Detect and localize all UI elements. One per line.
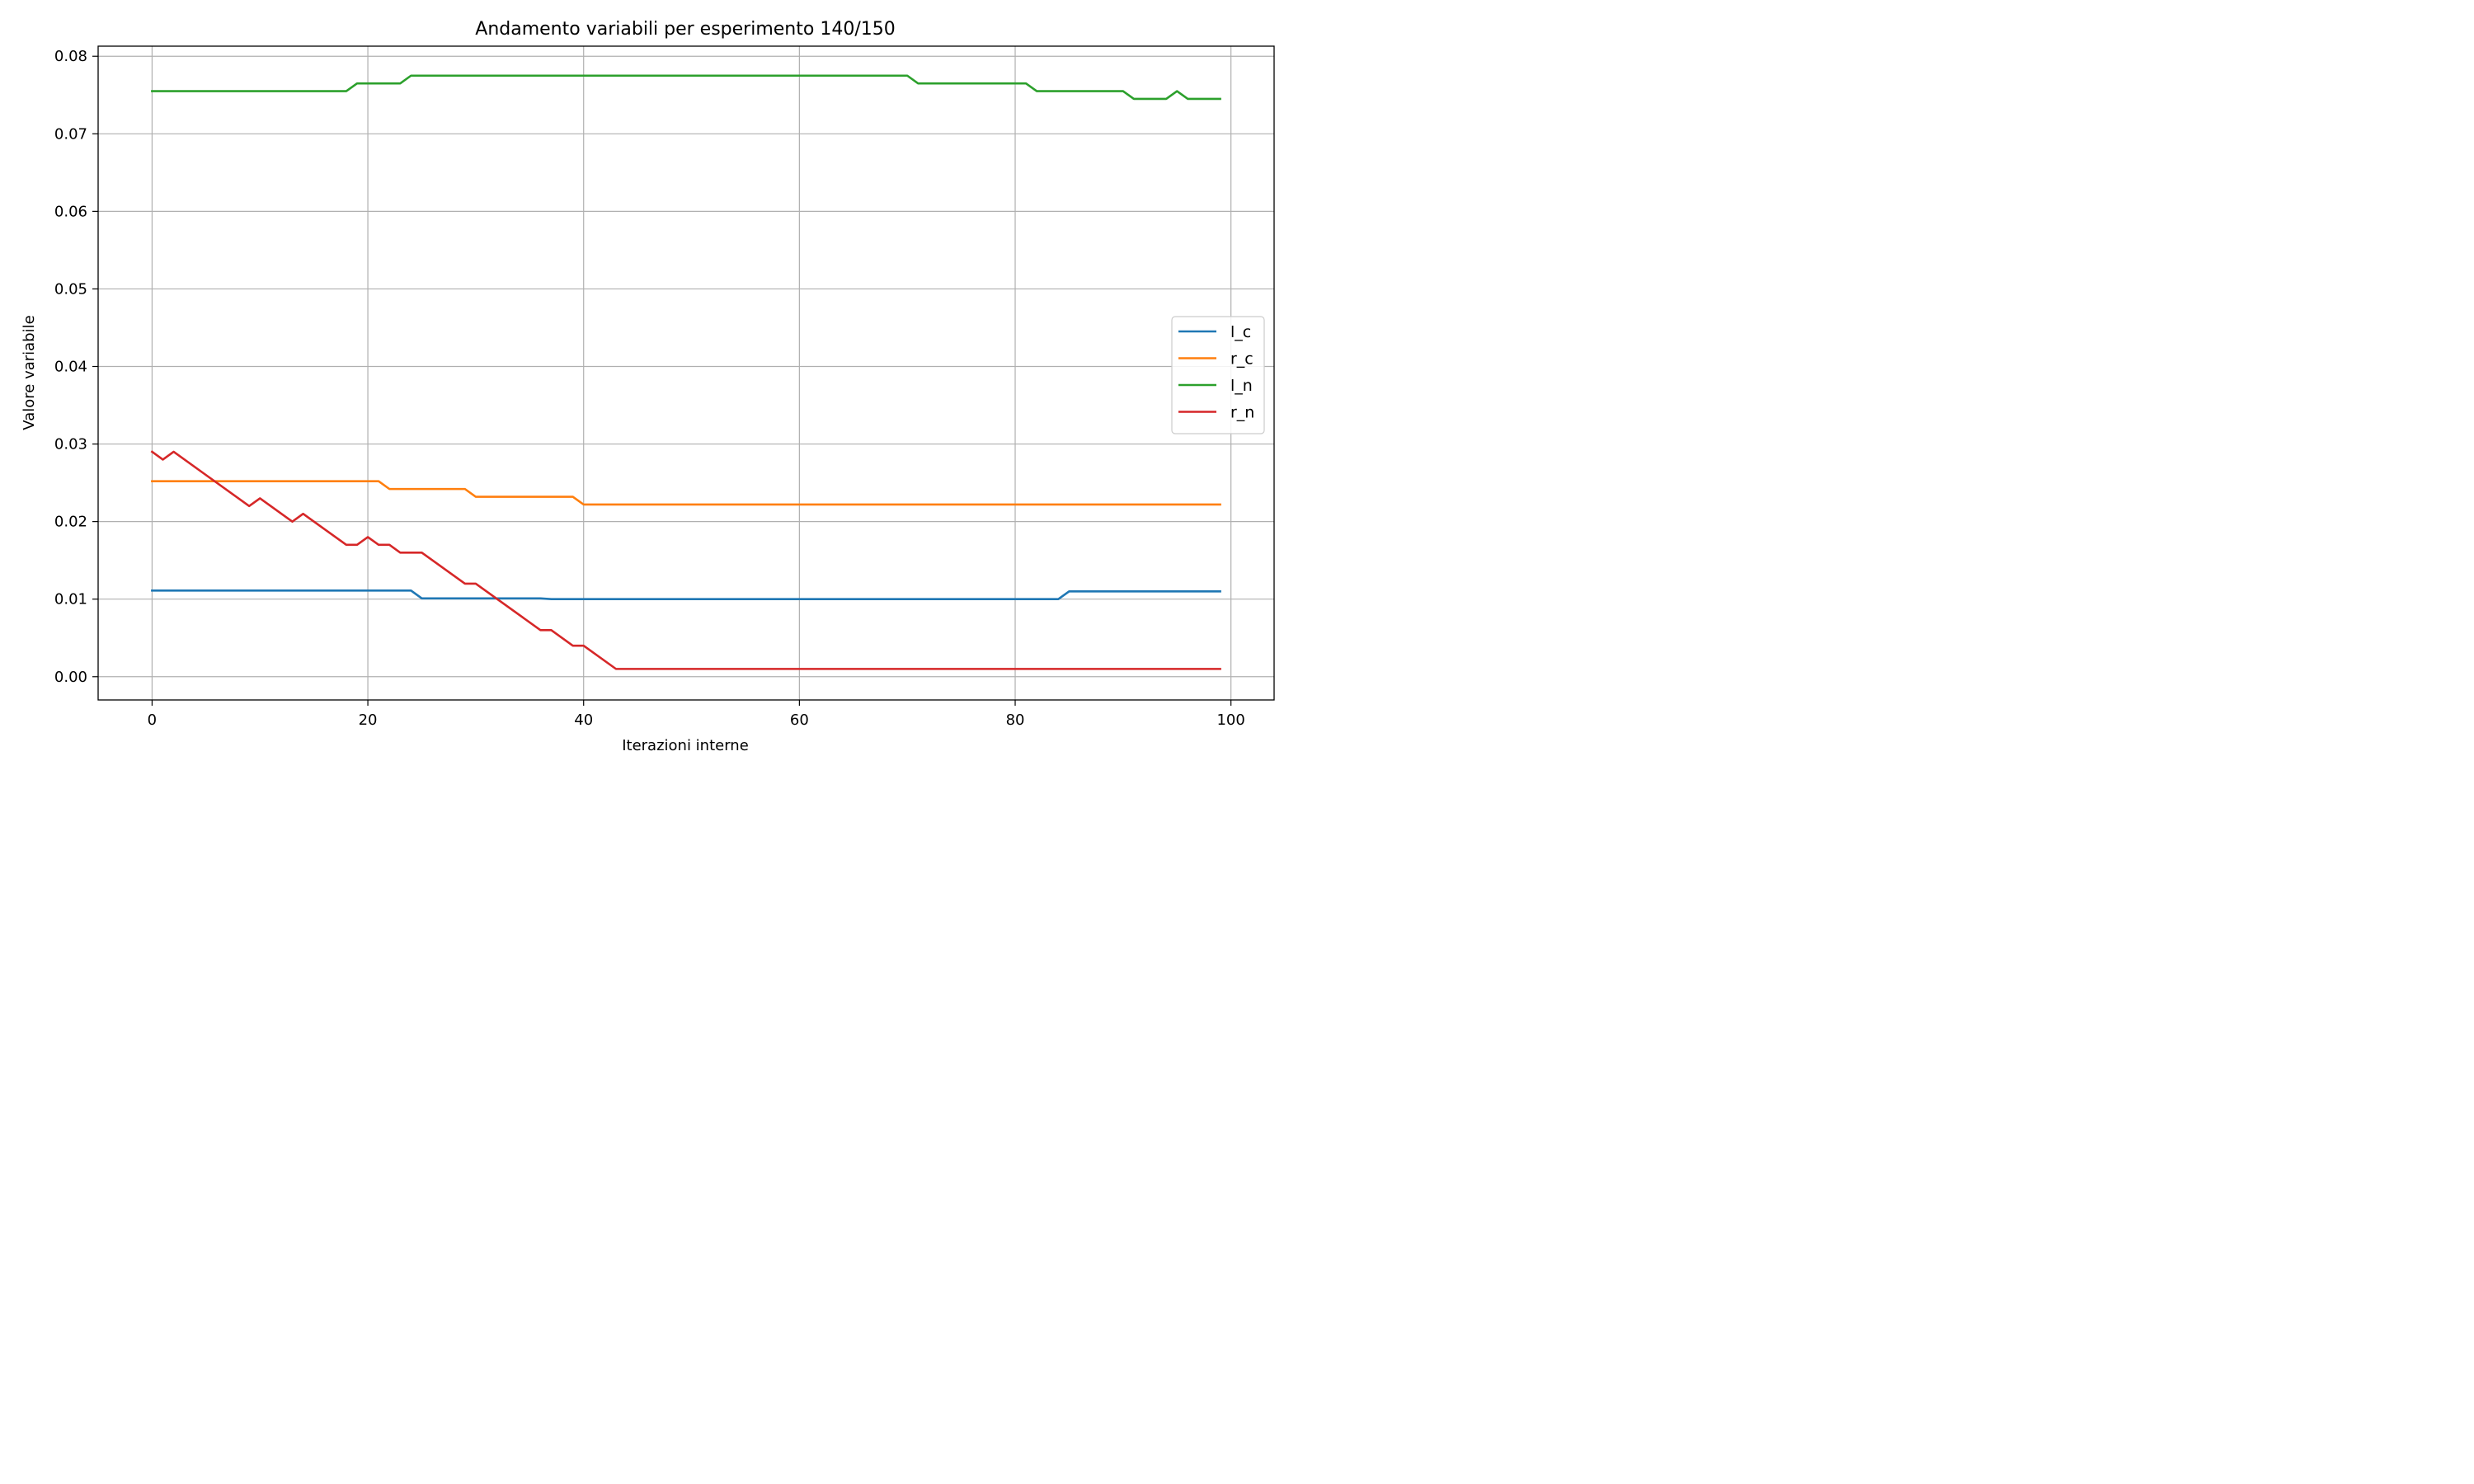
legend-label-r-c: r_c xyxy=(1230,350,1253,369)
axis-ticks: 0 20 40 60 80 100 0.00 0.01 0.02 0.03 0.04 0.05 0.06… xyxy=(54,48,1245,729)
legend-label-r-n: r_n xyxy=(1230,404,1254,422)
x-tick-label: 20 xyxy=(359,711,378,729)
y-tick-label: 0.07 xyxy=(54,125,87,143)
legend-label-l-n: l_n xyxy=(1230,377,1253,395)
x-tick-label: 0 xyxy=(148,711,157,729)
legend-box xyxy=(1171,316,1265,434)
chart-title: Andamento variabili per esperimento 140/… xyxy=(475,19,895,40)
series-line-l-n xyxy=(151,74,1221,101)
plot-frame xyxy=(97,45,1275,701)
legend: l_c r_c l_n r_n xyxy=(1171,316,1265,434)
y-tick-label: 0.03 xyxy=(54,436,87,453)
y-axis-label: Valore variabile xyxy=(21,315,38,430)
x-tick-label: 80 xyxy=(1006,711,1025,729)
x-tick-label: 40 xyxy=(574,711,593,729)
x-tick-label: 100 xyxy=(1216,711,1244,729)
y-tick-label: 0.00 xyxy=(54,669,87,686)
y-tick-label: 0.04 xyxy=(54,359,87,376)
legend-label-l-c: l_c xyxy=(1230,323,1251,341)
x-axis-label: Iterazioni interne xyxy=(622,737,749,754)
y-tick-label: 0.08 xyxy=(54,48,87,65)
series-line-r-n xyxy=(150,450,1221,670)
x-tick-label: 60 xyxy=(790,711,809,729)
y-tick-label: 0.01 xyxy=(54,591,87,608)
line-chart: Andamento variabili per esperimento 140/… xyxy=(0,0,1289,773)
y-tick-label: 0.05 xyxy=(54,280,87,298)
figure-background xyxy=(0,0,1289,773)
y-tick-label: 0.02 xyxy=(54,514,87,531)
series-lines xyxy=(150,74,1221,670)
series-line-l-c xyxy=(151,589,1221,601)
y-tick-label: 0.06 xyxy=(54,203,87,220)
series-line-r-c xyxy=(151,480,1221,506)
